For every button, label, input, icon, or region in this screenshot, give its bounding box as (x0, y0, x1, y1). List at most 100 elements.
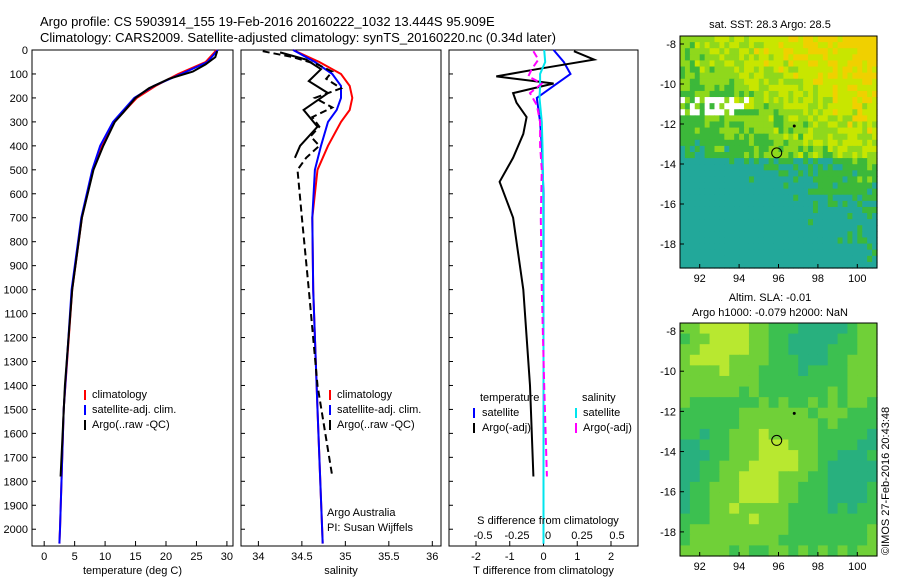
map-cell (778, 121, 785, 129)
map-cell (714, 206, 720, 214)
map-cell (724, 78, 730, 86)
map-cell (827, 344, 839, 356)
map-cell (684, 158, 691, 165)
salinity-legend-label: satellite-adj. clim. (337, 404, 421, 416)
map-cell (862, 200, 868, 208)
map-cell (739, 397, 750, 409)
map-cell (867, 481, 878, 494)
salinity-xlabel: salinity (324, 565, 358, 577)
map-cell (773, 243, 780, 251)
map-cell (847, 78, 853, 86)
map-cell (689, 133, 696, 141)
map-cell (847, 344, 858, 356)
map-cell (763, 194, 770, 202)
map-cell (867, 109, 873, 116)
map-cell (709, 54, 716, 62)
difference-xlabel: T difference from climatology (473, 565, 614, 577)
map-cell (709, 418, 720, 430)
map-cell (812, 219, 819, 226)
map-cell (699, 182, 706, 190)
map-cell (753, 60, 760, 68)
map-cell (872, 200, 878, 208)
map-cell (788, 365, 799, 377)
map-cell (739, 188, 745, 196)
map-cell (729, 103, 735, 110)
map-cell (837, 188, 844, 196)
map-cell (827, 249, 834, 257)
map-cell (744, 42, 750, 49)
map-cell (763, 176, 770, 184)
map-cell (857, 90, 863, 98)
map-cell (827, 176, 834, 184)
map-cell (680, 152, 686, 159)
map-cell (812, 90, 819, 98)
map-cell (857, 97, 863, 104)
map-cell (729, 164, 735, 171)
map-cell (867, 344, 878, 356)
map-cell (739, 145, 745, 153)
map-cell (793, 194, 799, 202)
map-cell (783, 237, 789, 245)
map-cell (758, 145, 765, 153)
map-cell (699, 133, 706, 141)
map-cell (704, 145, 711, 153)
map-cell (798, 231, 804, 239)
map-cell (739, 182, 745, 190)
map-cell (744, 90, 750, 98)
map-cell (704, 103, 711, 110)
map-cell (768, 188, 775, 196)
map-cell (758, 84, 765, 92)
map-cell (862, 66, 868, 74)
map-cell (793, 115, 799, 123)
map-cell (857, 237, 863, 245)
map-cell (822, 188, 829, 196)
map-cell (709, 439, 720, 451)
map-cell (699, 158, 706, 165)
map-cell (689, 115, 696, 123)
map-cell (753, 170, 760, 178)
map-cell (758, 115, 765, 123)
map-cell (872, 90, 878, 98)
map-cell (739, 255, 745, 263)
map-cell (680, 127, 686, 135)
depth-tick-label: 1100 (4, 309, 28, 321)
map-cell (680, 249, 686, 257)
map-cell (822, 219, 829, 226)
diff-legend-label: temperature (480, 392, 539, 404)
map-cell (857, 109, 863, 116)
map-cell (689, 386, 701, 398)
map-cell (808, 109, 814, 116)
map-cell (817, 418, 829, 430)
map-cell (862, 237, 868, 245)
map-cell (817, 103, 824, 110)
map-cell (763, 219, 770, 226)
map-cell (808, 545, 819, 557)
map-cell (808, 176, 814, 184)
map-cell (852, 182, 858, 190)
map-cell (778, 219, 785, 226)
map-cell (798, 170, 804, 178)
map-cell (729, 78, 735, 86)
map-cell (734, 54, 740, 62)
map-cell (827, 133, 834, 141)
sst-map-xtick-label: 100 (848, 273, 866, 285)
map-cell (680, 354, 691, 366)
map-cell (699, 109, 706, 116)
map-cell (680, 397, 691, 409)
map-cell (837, 460, 849, 472)
map-cell (694, 60, 701, 68)
map-cell (857, 158, 863, 165)
map-cell (748, 243, 755, 251)
map-cell (768, 90, 775, 98)
map-cell (680, 524, 691, 536)
map-cell (699, 206, 706, 214)
map-cell (734, 97, 740, 104)
map-cell (872, 261, 878, 269)
map-cell (783, 243, 789, 251)
map-cell (857, 194, 863, 202)
map-cell (862, 54, 868, 62)
map-cell (709, 534, 720, 547)
map-cell (699, 97, 706, 104)
map-cell (788, 243, 794, 251)
map-cell (812, 60, 819, 68)
